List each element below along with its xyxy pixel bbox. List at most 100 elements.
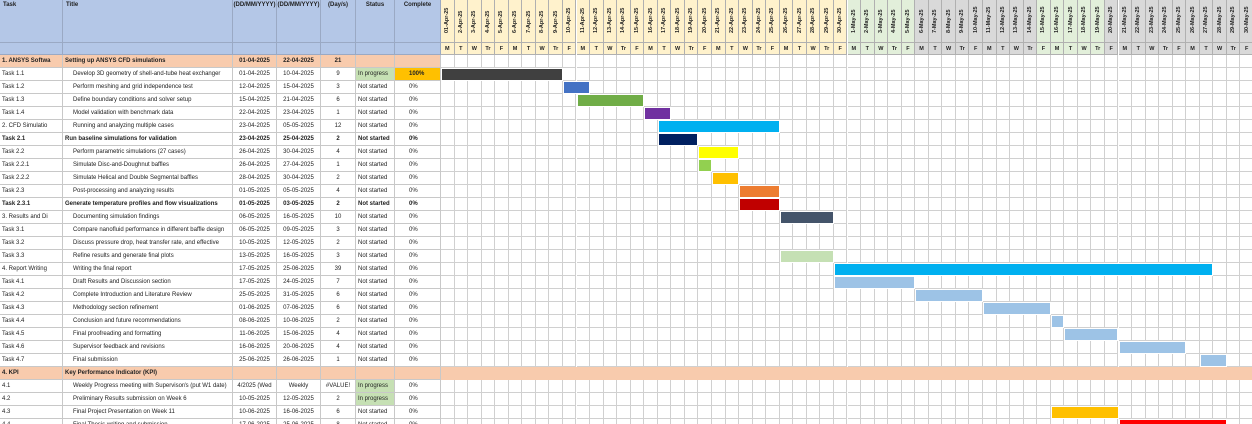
header-status[interactable]: Status xyxy=(356,0,395,43)
cell-status[interactable]: Not started xyxy=(356,120,395,133)
cell-end[interactable]: 31-05-2025 xyxy=(277,289,321,302)
cell-status[interactable]: Not started xyxy=(356,133,395,146)
cell-title[interactable]: Key Performance Indicator (KPI) xyxy=(63,367,233,380)
cell-start[interactable]: 26-04-2025 xyxy=(233,159,277,172)
cell-start[interactable] xyxy=(233,367,277,380)
cell-start[interactable]: 16-06-2025 xyxy=(233,341,277,354)
gantt-bar[interactable] xyxy=(441,68,563,81)
gantt-bar[interactable] xyxy=(698,146,740,159)
cell-complete[interactable]: 0% xyxy=(395,276,441,289)
cell-title[interactable]: Refine results and generate final plots xyxy=(63,250,233,263)
cell-status[interactable]: Not started xyxy=(356,328,395,341)
cell-days[interactable]: 2 xyxy=(321,172,356,185)
cell-end[interactable]: 15-04-2025 xyxy=(277,81,321,94)
cell-end[interactable]: Weekly xyxy=(277,380,321,393)
cell-complete[interactable]: 0% xyxy=(395,289,441,302)
cell-status[interactable]: Not started xyxy=(356,159,395,172)
gantt-bar[interactable] xyxy=(657,120,780,133)
cell-status[interactable] xyxy=(356,367,395,380)
cell-status[interactable] xyxy=(356,55,395,68)
cell-complete[interactable]: 0% xyxy=(395,120,441,133)
cell-status[interactable]: Not started xyxy=(356,94,395,107)
cell-title[interactable]: Simulate Helical and Double Segmental ba… xyxy=(63,172,233,185)
cell-status[interactable]: In progress xyxy=(356,393,395,406)
gantt-bar[interactable] xyxy=(576,94,645,107)
cell-complete[interactable]: 100% xyxy=(395,68,441,81)
cell-start[interactable]: 01-04-2025 xyxy=(233,55,277,68)
cell-days[interactable]: 1 xyxy=(321,354,356,367)
cell-complete[interactable]: 0% xyxy=(395,328,441,341)
cell-end[interactable]: 22-04-2025 xyxy=(277,55,321,68)
cell-title[interactable]: Complete Introduction and Literature Rev… xyxy=(63,289,233,302)
gantt-bar[interactable] xyxy=(644,107,672,120)
cell-days[interactable]: 4 xyxy=(321,328,356,341)
cell-title[interactable]: Model validation with benchmark data xyxy=(63,107,233,120)
cell-start[interactable]: 01-04-2025 xyxy=(233,68,277,81)
header-days[interactable]: (Day/s) xyxy=(321,0,356,43)
cell-complete[interactable]: 0% xyxy=(395,81,441,94)
gantt-bar[interactable] xyxy=(1050,406,1119,419)
cell-start[interactable]: 12-04-2025 xyxy=(233,81,277,94)
cell-days[interactable]: 6 xyxy=(321,406,356,419)
cell-title[interactable]: Running and analyzing multiple cases xyxy=(63,120,233,133)
cell-start[interactable]: 01-05-2025 xyxy=(233,198,277,211)
cell-end[interactable]: 26-06-2025 xyxy=(277,354,321,367)
cell-start[interactable]: 13-05-2025 xyxy=(233,250,277,263)
cell-start[interactable]: 15-04-2025 xyxy=(233,94,277,107)
cell-end[interactable]: 25-04-2025 xyxy=(277,133,321,146)
cell-complete[interactable]: 0% xyxy=(395,133,441,146)
gantt-bar[interactable] xyxy=(833,276,916,289)
cell-status[interactable]: In progress xyxy=(356,380,395,393)
cell-title[interactable]: Compare nanofluid performance in differe… xyxy=(63,224,233,237)
cell-title[interactable]: Run baseline simulations for validation xyxy=(63,133,233,146)
cell-title[interactable]: Final submission xyxy=(63,354,233,367)
cell-title[interactable]: Conclusion and future recommendations xyxy=(63,315,233,328)
cell-complete[interactable]: 0% xyxy=(395,224,441,237)
cell-title[interactable]: Methodology section refinement xyxy=(63,302,233,315)
cell-days[interactable]: 39 xyxy=(321,263,356,276)
cell-start[interactable]: 17-05-2025 xyxy=(233,276,277,289)
cell-end[interactable]: 07-06-2025 xyxy=(277,302,321,315)
cell-days[interactable]: 6 xyxy=(321,289,356,302)
cell-end[interactable]: 10-06-2025 xyxy=(277,315,321,328)
gantt-bar[interactable] xyxy=(562,81,591,94)
gantt-bar[interactable] xyxy=(698,159,712,172)
gantt-bar[interactable] xyxy=(1118,419,1227,424)
gantt-bar[interactable] xyxy=(712,172,740,185)
cell-title[interactable]: Develop 3D geometry of shell-and-tube he… xyxy=(63,68,233,81)
cell-complete[interactable]: 0% xyxy=(395,393,441,406)
cell-status[interactable]: Not started xyxy=(356,237,395,250)
cell-end[interactable]: 16-06-2025 xyxy=(277,406,321,419)
cell-complete[interactable]: 0% xyxy=(395,94,441,107)
cell-end[interactable]: 20-06-2025 xyxy=(277,341,321,354)
cell-status[interactable]: Not started xyxy=(356,198,395,211)
cell-start[interactable]: 17-06-2025 xyxy=(233,419,277,424)
cell-days[interactable]: 9 xyxy=(321,68,356,81)
cell-title[interactable]: Weekly Progress meeting with Supervisor/… xyxy=(63,380,233,393)
cell-complete[interactable]: 0% xyxy=(395,172,441,185)
gantt-bar[interactable] xyxy=(739,198,780,211)
cell-status[interactable]: Not started xyxy=(356,276,395,289)
cell-days[interactable]: #VALUE! xyxy=(321,380,356,393)
gantt-bar[interactable] xyxy=(1050,315,1065,328)
cell-complete[interactable]: 0% xyxy=(395,211,441,224)
cell-end[interactable] xyxy=(277,367,321,380)
cell-status[interactable]: Not started xyxy=(356,185,395,198)
cell-status[interactable]: Not started xyxy=(356,315,395,328)
cell-title[interactable]: Define boundary conditions and solver se… xyxy=(63,94,233,107)
cell-start[interactable]: 23-04-2025 xyxy=(233,133,277,146)
cell-end[interactable]: 05-05-2025 xyxy=(277,185,321,198)
gantt-bar[interactable] xyxy=(1199,354,1227,367)
cell-end[interactable]: 12-05-2025 xyxy=(277,237,321,250)
cell-title[interactable]: Final Project Presentation on Week 11 xyxy=(63,406,233,419)
cell-title[interactable]: Generate temperature profiles and flow v… xyxy=(63,198,233,211)
cell-days[interactable]: 4 xyxy=(321,146,356,159)
cell-end[interactable]: 09-05-2025 xyxy=(277,224,321,237)
cell-end[interactable]: 24-05-2025 xyxy=(277,276,321,289)
cell-status[interactable]: Not started xyxy=(356,224,395,237)
cell-complete[interactable]: 0% xyxy=(395,250,441,263)
cell-days[interactable]: 21 xyxy=(321,55,356,68)
gantt-bar[interactable] xyxy=(983,302,1051,315)
cell-days[interactable]: 1 xyxy=(321,107,356,120)
cell-title[interactable]: Final Thesis writing and submission xyxy=(63,419,233,424)
